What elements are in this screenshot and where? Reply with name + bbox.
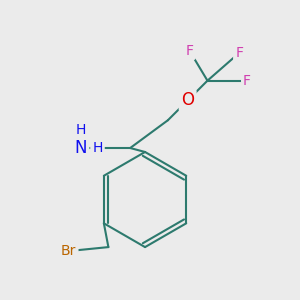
Text: Br: Br — [61, 244, 76, 258]
Text: N: N — [74, 139, 87, 157]
Text: H: H — [76, 123, 86, 137]
Text: H: H — [92, 141, 103, 155]
Text: F: F — [186, 44, 194, 58]
Text: F: F — [235, 46, 243, 60]
Text: F: F — [243, 74, 251, 88]
Text: O: O — [181, 92, 194, 110]
